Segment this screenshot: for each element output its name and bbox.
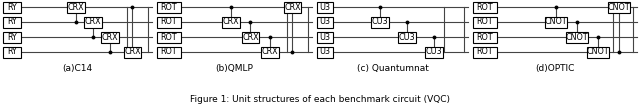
Text: RY: RY (7, 33, 17, 41)
Text: ROT: ROT (477, 17, 493, 26)
Text: U3: U3 (319, 33, 330, 41)
Text: U3: U3 (319, 17, 330, 26)
FancyBboxPatch shape (399, 32, 416, 43)
Text: RY: RY (7, 17, 17, 26)
Text: CRX: CRX (223, 17, 239, 26)
Text: CU3: CU3 (399, 33, 415, 41)
Text: CRX: CRX (124, 48, 141, 56)
FancyBboxPatch shape (473, 2, 497, 13)
Text: CNOT: CNOT (607, 2, 630, 11)
Text: (d)OPTIC: (d)OPTIC (535, 64, 575, 74)
FancyBboxPatch shape (67, 2, 85, 13)
FancyBboxPatch shape (3, 17, 21, 28)
Text: CRX: CRX (68, 2, 84, 11)
Text: ROT: ROT (477, 2, 493, 11)
Text: ROT: ROT (477, 48, 493, 56)
Text: ROT: ROT (161, 17, 177, 26)
FancyBboxPatch shape (84, 17, 102, 28)
FancyBboxPatch shape (317, 47, 333, 57)
Text: (a)C14: (a)C14 (63, 64, 93, 74)
FancyBboxPatch shape (3, 32, 21, 43)
FancyBboxPatch shape (317, 32, 333, 43)
Text: CRX: CRX (284, 2, 301, 11)
FancyBboxPatch shape (157, 2, 181, 13)
FancyBboxPatch shape (157, 47, 181, 57)
FancyBboxPatch shape (3, 47, 21, 57)
Text: Figure 1: Unit structures of each benchmark circuit (VQC): Figure 1: Unit structures of each benchm… (190, 95, 450, 105)
FancyBboxPatch shape (317, 17, 333, 28)
Text: (c) Quantumnat: (c) Quantumnat (356, 64, 428, 74)
Text: U3: U3 (319, 48, 330, 56)
FancyBboxPatch shape (242, 32, 259, 43)
Text: CU3: CU3 (426, 48, 443, 56)
Text: ROT: ROT (161, 33, 177, 41)
Text: CRX: CRX (102, 33, 118, 41)
Text: CRX: CRX (242, 33, 259, 41)
Text: CRX: CRX (262, 48, 278, 56)
FancyBboxPatch shape (157, 32, 181, 43)
FancyBboxPatch shape (587, 47, 609, 57)
FancyBboxPatch shape (101, 32, 119, 43)
Text: RY: RY (7, 2, 17, 11)
Text: U3: U3 (319, 2, 330, 11)
FancyBboxPatch shape (473, 17, 497, 28)
Text: CNOT: CNOT (545, 17, 567, 26)
FancyBboxPatch shape (426, 47, 443, 57)
Text: ROT: ROT (161, 2, 177, 11)
Text: CNOT: CNOT (586, 48, 609, 56)
FancyBboxPatch shape (157, 17, 181, 28)
Text: ROT: ROT (477, 33, 493, 41)
FancyBboxPatch shape (261, 47, 279, 57)
FancyBboxPatch shape (222, 17, 239, 28)
Text: CNOT: CNOT (566, 33, 588, 41)
FancyBboxPatch shape (545, 17, 566, 28)
FancyBboxPatch shape (608, 2, 630, 13)
FancyBboxPatch shape (124, 47, 141, 57)
FancyBboxPatch shape (566, 32, 588, 43)
Text: RY: RY (7, 48, 17, 56)
Text: ROT: ROT (161, 48, 177, 56)
Text: CU3: CU3 (372, 17, 388, 26)
FancyBboxPatch shape (3, 2, 21, 13)
FancyBboxPatch shape (317, 2, 333, 13)
FancyBboxPatch shape (284, 2, 301, 13)
FancyBboxPatch shape (473, 32, 497, 43)
FancyBboxPatch shape (473, 47, 497, 57)
FancyBboxPatch shape (371, 17, 389, 28)
Text: CRX: CRX (84, 17, 101, 26)
Text: (b)QMLP: (b)QMLP (216, 64, 253, 74)
